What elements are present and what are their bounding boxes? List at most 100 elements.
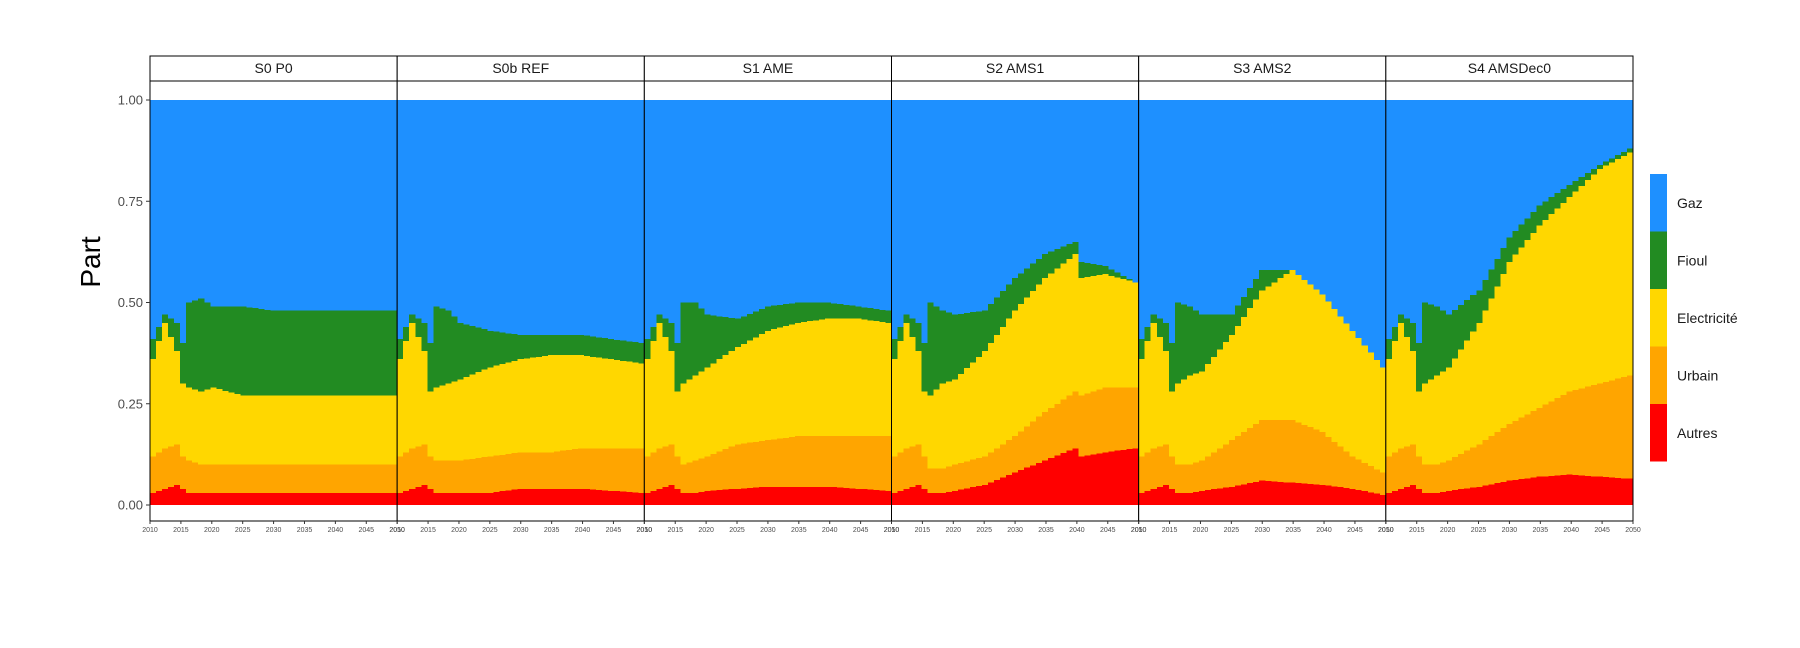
area-segment-autres (354, 492, 362, 505)
area-segment-fioul (1235, 305, 1242, 326)
area-segment-urbain (746, 442, 754, 488)
area-segment-urbain (1578, 388, 1586, 476)
area-segment-gaz (282, 100, 290, 311)
area-segment-urbain (1018, 431, 1025, 471)
area-segment-gaz (1361, 100, 1369, 346)
area-segment-autres (475, 492, 483, 505)
area-segment-autres (981, 484, 989, 505)
area-segment-electricité (861, 319, 868, 437)
area-segment-electricité (758, 334, 766, 442)
area-segment-fioul (734, 318, 742, 348)
area-segment-urbain (927, 468, 935, 493)
area-segment-fioul (1012, 278, 1019, 311)
area-segment-fioul (680, 302, 688, 384)
area-segment-autres (342, 492, 350, 505)
area-segment-autres (1319, 484, 1327, 505)
area-segment-urbain (975, 458, 983, 486)
area-segment-gaz (1138, 100, 1146, 339)
area-segment-urbain (1397, 448, 1405, 489)
area-segment-fioul (728, 317, 736, 352)
facet-strip-label: S2 AMS1 (986, 60, 1045, 76)
area-segment-autres (1422, 492, 1429, 505)
area-segment-autres (1464, 488, 1471, 505)
area-segment-urbain (1446, 460, 1453, 491)
area-segment-fioul (1192, 310, 1200, 374)
area-segment-urbain (776, 438, 784, 487)
area-segment-fioul (1108, 269, 1116, 276)
area-segment-fioul (867, 308, 875, 321)
area-segment-electricité (312, 395, 320, 465)
area-segment-fioul (1253, 279, 1260, 300)
area-segment-autres (1012, 472, 1019, 505)
area-segment-electricité (867, 320, 875, 437)
area-segment-fioul (825, 302, 832, 319)
area-segment-electricité (1253, 299, 1260, 424)
area-segment-gaz (1343, 100, 1351, 324)
area-segment-gaz (541, 100, 549, 335)
area-segment-electricité (457, 379, 465, 461)
area-segment-electricité (680, 383, 688, 465)
area-segment-fioul (1530, 211, 1538, 233)
x-tick-label: 2045 (606, 527, 622, 534)
area-segment-autres (795, 486, 802, 505)
area-segment-urbain (330, 464, 338, 493)
area-segment-fioul (1000, 291, 1007, 327)
area-segment-gaz (752, 100, 760, 312)
area-segment-electricité (1494, 286, 1501, 433)
area-segment-fioul (433, 306, 440, 388)
area-segment-autres (668, 484, 676, 505)
area-segment-electricité (632, 362, 639, 449)
area-segment-electricité (433, 387, 440, 461)
area-segment-autres (336, 492, 344, 505)
area-segment-urbain (987, 452, 995, 483)
area-segment-autres (487, 492, 495, 505)
area-segment-fioul (180, 343, 187, 384)
area-segment-fioul (312, 310, 320, 396)
area-segment-fioul (945, 312, 953, 382)
area-segment-autres (710, 490, 718, 505)
area-segment-autres (680, 492, 688, 505)
area-segment-autres (1361, 491, 1369, 505)
area-segment-urbain (1331, 441, 1339, 487)
area-segment-electricité (1084, 277, 1092, 394)
area-segment-gaz (945, 100, 953, 313)
area-segment-fioul (499, 332, 507, 365)
area-segment-urbain (963, 461, 971, 489)
area-segment-gaz (1241, 100, 1248, 297)
area-segment-electricité (1174, 383, 1182, 465)
area-segment-urbain (1458, 453, 1465, 490)
area-segment-electricité (156, 340, 163, 453)
area-segment-urbain (656, 448, 664, 489)
area-segment-gaz (1608, 100, 1616, 159)
area-segment-autres (1608, 477, 1616, 505)
area-segment-electricité (1144, 340, 1152, 453)
area-segment-fioul (1180, 304, 1188, 380)
area-segment-autres (1253, 481, 1260, 505)
area-segment-gaz (1030, 100, 1037, 264)
area-segment-fioul (915, 322, 923, 352)
area-segment-fioul (559, 334, 567, 356)
area-segment-fioul (523, 334, 531, 359)
area-segment-fioul (927, 302, 935, 396)
area-segment-autres (318, 492, 326, 505)
area-segment-gaz (276, 100, 284, 311)
area-segment-gaz (1349, 100, 1357, 331)
area-segment-urbain (1440, 462, 1447, 492)
area-segment-fioul (1494, 258, 1501, 287)
area-segment-urbain (312, 464, 320, 493)
area-segment-fioul (1006, 284, 1013, 319)
area-segment-electricité (1090, 276, 1098, 392)
area-segment-urbain (1096, 389, 1104, 454)
area-segment-autres (1452, 490, 1459, 505)
area-segment-gaz (1235, 100, 1242, 306)
facet-strip (1138, 55, 1387, 82)
x-tick-label: 2025 (1471, 527, 1487, 534)
area-segment-fioul (403, 326, 410, 341)
area-segment-gaz (801, 100, 808, 303)
x-tick-label: 2050 (1625, 527, 1641, 534)
x-tick-label: 2030 (266, 527, 282, 534)
area-segment-electricité (1626, 152, 1634, 376)
area-segment-gaz (1204, 100, 1212, 315)
area-segment-electricité (879, 321, 887, 437)
